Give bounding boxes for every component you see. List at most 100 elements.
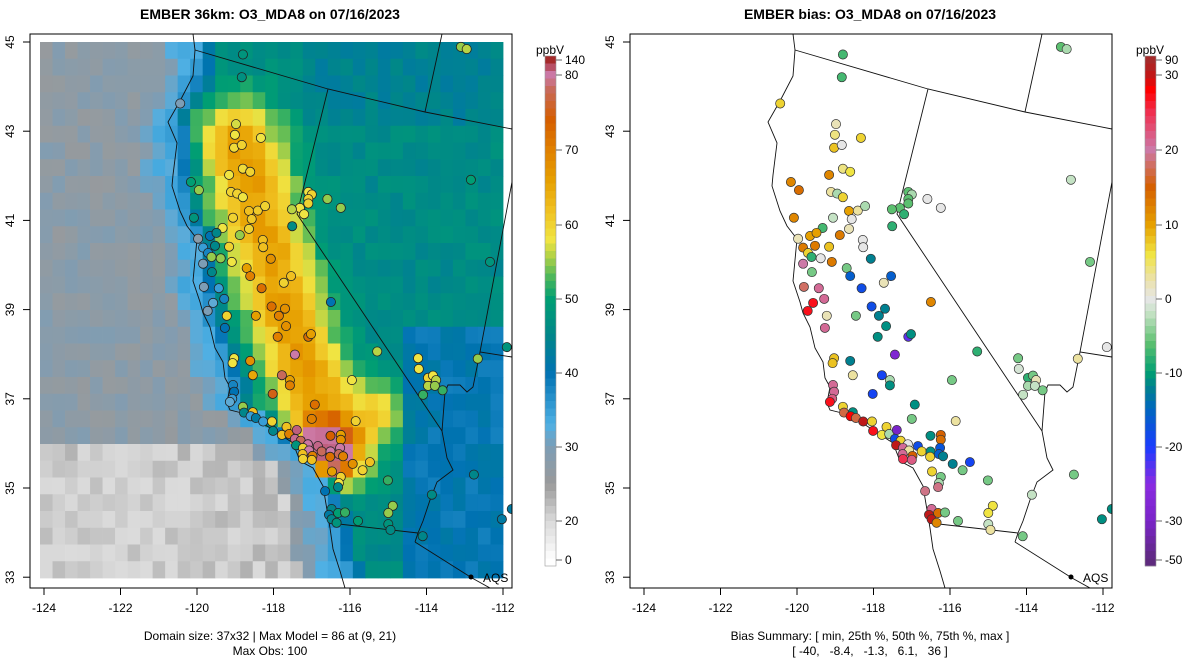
model-grid-cell [477,192,491,210]
model-grid-cell [465,310,479,328]
model-grid-cell [65,343,78,361]
model-grid-cell [215,159,229,177]
aqs-marker [468,574,474,580]
y-tick-label: 39 [3,303,17,317]
model-grid-cell [165,444,179,462]
bias-site-marker [855,132,866,143]
model-grid-cell [52,427,66,445]
model-grid-cell [252,58,266,76]
model-grid-cell [165,527,179,545]
model-grid-cell [452,192,466,210]
model-grid-cell [427,92,441,110]
model-grid-cell [127,511,141,529]
obs-site-marker [501,342,512,353]
obs-site-marker [208,297,219,308]
model-grid-cell [165,243,179,261]
obs-site-marker [309,399,320,410]
model-grid-cell [340,176,354,194]
obs-site-marker [279,303,290,314]
model-grid-cell [227,75,241,93]
model-grid-cell [315,460,329,478]
bias-site-marker [806,267,817,278]
model-grid-cell [327,75,341,93]
model-grid-cell [202,511,216,529]
colorbar-segment [1145,86,1156,94]
model-grid-cell [452,75,466,93]
bias-site-marker [927,466,937,477]
model-grid-cell [252,544,266,562]
model-grid-cell [377,410,391,428]
model-grid-cell [402,343,416,361]
model-grid-cell [102,92,116,110]
model-grid-cell [377,75,391,93]
model-grid-cell [465,243,479,261]
bias-site-marker [824,169,835,180]
model-grid-cell [452,326,466,344]
model-grid-cell [302,343,316,361]
bias-site-marker [987,500,998,511]
obs-site-marker [413,353,424,364]
bias-site-marker [802,305,813,316]
model-grid-cell [140,393,154,411]
bias-site-marker [788,212,799,223]
bias-sites [775,41,1112,542]
model-grid-cell [190,142,204,160]
model-grid-cell [190,444,204,462]
model-grid-cell [252,460,266,478]
model-grid-cell [315,326,329,344]
model-grid-cell [252,343,266,361]
model-grid-cell [327,410,341,428]
model-grid-cell [177,125,191,143]
model-grid-cell [365,477,379,495]
model-grid-cell [327,42,341,60]
model-grid-cell [277,477,291,495]
model-grid-cell [65,427,78,445]
colorbar-segment [1145,378,1156,387]
model-grid-cell [315,176,329,194]
model-grid-cell [477,209,491,227]
model-grid-cell [465,209,479,227]
colorbar-unit: ppbV [536,43,564,57]
model-grid-cell [390,460,404,478]
model-grid-cell [465,109,479,127]
colorbar-segment [1145,498,1156,507]
bias-site-marker [868,425,879,436]
model-grid-cell [402,243,416,261]
model-grid-cell [190,109,204,127]
model-grid-cell [177,427,191,445]
obs-site-marker [385,524,396,535]
state-border [424,34,443,113]
model-grid-cell [415,125,429,143]
model-grid-cell [115,460,128,478]
model-grid [40,42,504,579]
model-grid-cell [140,243,154,261]
model-grid-cell [490,561,504,579]
x-tick-label: -118 [862,601,885,615]
bias-site-marker [793,233,804,244]
bias-site-marker [845,166,856,177]
obs-site-marker [387,500,398,511]
model-grid-cell [290,326,304,344]
model-grid-cell [65,276,78,294]
y-tick-label: 37 [603,392,617,406]
model-grid-cell [365,561,379,579]
colorbar-segment [1145,393,1156,402]
model-grid-cell [77,343,91,361]
model-grid-cell [252,326,266,344]
bias-site-marker [899,209,910,220]
colorbar-tick-label: -30 [1165,514,1183,528]
colorbar-segment [1145,401,1156,409]
model-grid-cell [415,159,429,177]
model-grid-cell [327,142,341,160]
model-grid-cell [490,326,504,344]
colorbar-segment [545,393,556,402]
model-grid-cell [452,427,466,445]
model-grid-cell [377,377,391,395]
model-grid-cell [40,293,53,311]
model-grid-cell [40,326,53,344]
model-grid-cell [415,293,429,311]
model-grid-cell [452,410,466,428]
y-tick-label: 41 [3,213,17,227]
model-grid-cell [490,427,504,445]
model-grid-cell [365,360,379,378]
